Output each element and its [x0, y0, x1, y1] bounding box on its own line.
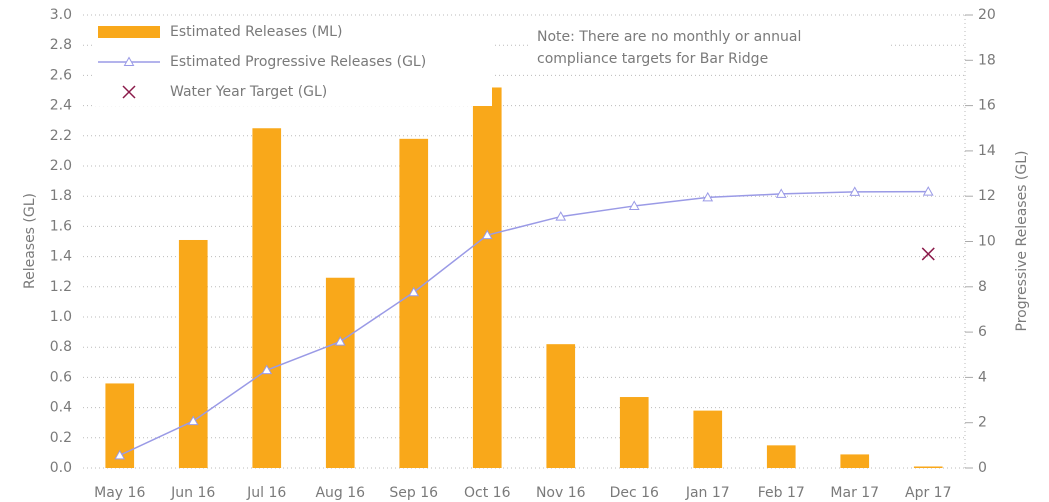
line-marker — [123, 56, 135, 66]
line-marker — [261, 364, 273, 375]
y-tick-label: 2.2 — [50, 128, 72, 144]
bar — [252, 128, 282, 468]
legend-label: Estimated Releases (ML) — [170, 24, 342, 40]
legend-label: Water Year Target (GL) — [170, 84, 327, 100]
target-marker — [122, 85, 136, 99]
line-marker — [187, 415, 199, 426]
line-marker — [408, 286, 420, 297]
x-tick-label: Nov 16 — [536, 485, 586, 501]
x-tick-label: Oct 16 — [464, 485, 511, 501]
line-marker — [481, 229, 493, 240]
line-marker — [702, 191, 714, 202]
y2-tick-label: 10 — [978, 234, 996, 250]
x-tick-label: Aug 16 — [315, 485, 365, 501]
y2-tick-label: 0 — [978, 460, 987, 476]
y-axis-label: Releases (GL) — [22, 193, 38, 289]
bar — [619, 397, 649, 468]
x-tick-label: Jul 16 — [246, 485, 286, 501]
legend-swatch — [98, 26, 160, 38]
bar — [546, 344, 576, 468]
y2-tick-label: 6 — [978, 324, 987, 340]
y-tick-label: 2.4 — [50, 98, 72, 114]
y2-axis-label: Progressive Releases (GL) — [1014, 150, 1030, 331]
y-tick-label: 1.2 — [50, 279, 72, 295]
x-tick-label: Feb 17 — [758, 485, 805, 501]
y-tick-label: 0.6 — [50, 369, 72, 385]
x-tick-label: Apr 17 — [905, 485, 951, 501]
y2-tick-label: 20 — [978, 7, 996, 23]
bar — [399, 138, 429, 468]
bar — [178, 239, 208, 468]
x-tick-label: Mar 17 — [830, 485, 879, 501]
y-tick-label: 0.8 — [50, 339, 72, 355]
y-tick-label: 0.0 — [50, 460, 72, 476]
annotation: Note: There are no monthly or annual — [537, 29, 801, 45]
bar — [325, 277, 355, 468]
bar — [766, 445, 796, 468]
line-marker — [628, 200, 640, 210]
line-marker — [849, 186, 861, 196]
bar — [693, 410, 723, 468]
y2-tick-label: 16 — [978, 98, 996, 114]
y-tick-label: 0.2 — [50, 430, 72, 446]
line-marker — [555, 211, 567, 221]
y-tick-label: 0.4 — [50, 400, 72, 416]
y-tick-label: 1.4 — [50, 249, 72, 265]
y2-tick-label: 8 — [978, 279, 987, 295]
y-tick-label: 2.8 — [50, 37, 72, 53]
y2-tick-label: 4 — [978, 369, 987, 385]
bar — [472, 87, 502, 468]
y-tick-label: 3.0 — [50, 7, 72, 23]
bar — [913, 466, 943, 468]
annotation: compliance targets for Bar Ridge — [537, 51, 768, 67]
y-tick-label: 1.0 — [50, 309, 72, 325]
y2-tick-label: 18 — [978, 52, 996, 68]
y2-tick-label: 2 — [978, 415, 987, 431]
line — [119, 190, 929, 456]
x-tick-label: Jun 16 — [170, 485, 215, 501]
y-tick-label: 2.0 — [50, 158, 72, 174]
y-tick-label: 1.6 — [50, 218, 72, 234]
line-marker — [775, 188, 787, 198]
legend-label: Estimated Progressive Releases (GL) — [170, 54, 426, 70]
line-marker — [114, 449, 126, 460]
line-marker — [334, 336, 346, 346]
y2-tick-label: 14 — [978, 143, 996, 159]
bar — [840, 454, 870, 468]
target-marker — [921, 247, 935, 261]
y2-tick-label: 12 — [978, 188, 996, 204]
x-tick-label: May 16 — [94, 485, 145, 501]
line-marker — [922, 186, 934, 196]
x-tick-label: Sep 16 — [389, 485, 438, 501]
x-tick-label: Dec 16 — [610, 485, 659, 501]
x-tick-label: Jan 17 — [685, 485, 730, 501]
y-tick-label: 1.8 — [50, 188, 72, 204]
y-tick-label: 2.6 — [50, 67, 72, 83]
annotation-box — [530, 22, 890, 72]
